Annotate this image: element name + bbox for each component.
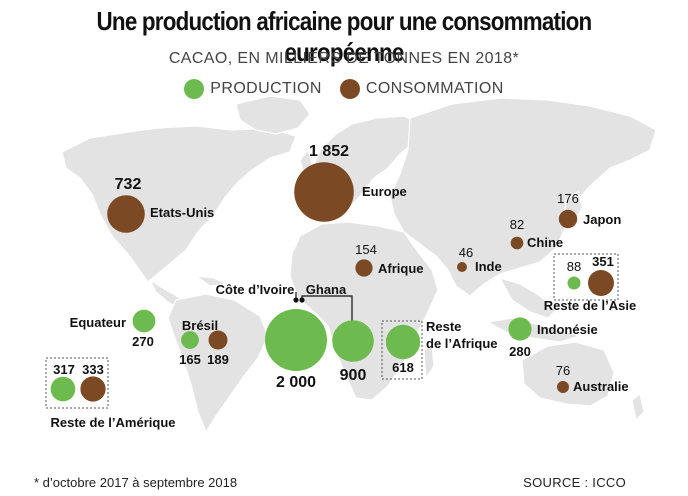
land-south-america <box>167 293 269 434</box>
region-label-japon: Japon <box>583 212 621 227</box>
bubble-consommation-reste-de-l-asie <box>588 270 614 296</box>
bubble-consommation-chine <box>510 236 524 250</box>
bubble-consommation-inde <box>457 262 467 272</box>
value-label-consommation-chine: 82 <box>510 217 524 232</box>
region-label-reste-de-l-afrique-2: de l’Afrique <box>426 336 498 351</box>
value-label-consommation-europe: 1 852 <box>309 143 349 160</box>
bubble-production-equateur <box>132 309 156 333</box>
legend-item-consommation: CONSOMMATION <box>339 79 504 99</box>
value-label-production-cote-d-ivoire: 2 000 <box>276 374 316 391</box>
bubble-consommation-australie <box>557 381 569 393</box>
region-label-cote-d-ivoire: Côte d’Ivoire <box>216 282 295 297</box>
value-label-consommation-australie: 76 <box>556 363 570 378</box>
bubble-production-bresil <box>181 331 199 349</box>
bubble-consommation-europe <box>294 162 354 222</box>
land-greenland <box>235 95 311 135</box>
region-label-equateur: Equateur <box>70 315 126 330</box>
land-madagascar <box>423 342 435 380</box>
region-label-etats-unis: Etats-Unis <box>150 205 214 220</box>
bubble-production-reste-de-l-afrique <box>385 324 421 360</box>
bubble-consommation-japon <box>558 209 578 229</box>
value-label-consommation-japon: 176 <box>557 191 579 206</box>
footnote: * d’octobre 2017 à septembre 2018 <box>34 475 238 490</box>
legend: PRODUCTION CONSOMMATION <box>0 79 688 99</box>
region-label-australie: Australie <box>573 379 629 394</box>
value-label-production-equateur: 270 <box>132 334 154 349</box>
value-label-consommation-etats-unis: 732 <box>115 176 142 193</box>
group-box-reste-asie <box>553 253 619 301</box>
legend-label-consommation: CONSOMMATION <box>365 80 504 97</box>
world-map-land <box>61 95 657 434</box>
region-label-europe: Europe <box>362 184 407 199</box>
chart-title: Une production africaine pour une consom… <box>96 6 593 67</box>
legend-label-production: PRODUCTION <box>210 80 322 97</box>
legend-swatch-production <box>184 79 205 99</box>
region-label-ghana: Ghana <box>306 282 347 297</box>
bubble-consommation-etats-unis <box>107 195 145 233</box>
group-box-reste-afrique <box>381 320 423 380</box>
value-label-production-reste-de-l-amerique: 317 <box>53 362 75 377</box>
legend-swatch-consommation <box>339 79 360 99</box>
value-label-production-bresil: 165 <box>179 352 201 367</box>
pointer-dot-cote-divoire <box>293 297 299 303</box>
bubble-consommation-afrique <box>355 259 373 277</box>
region-label-reste-de-l-afrique-1: Reste <box>426 319 461 334</box>
region-label-chine: Chine <box>527 235 563 250</box>
source-note: SOURCE : ICCO <box>523 475 626 490</box>
land-southeast-asia <box>498 277 557 319</box>
pointer-dot-ghana <box>299 297 305 303</box>
value-label-consommation-reste-de-l-amerique: 333 <box>82 362 104 377</box>
land-australia <box>521 341 615 407</box>
bubble-production-reste-de-l-asie <box>567 276 581 290</box>
value-label-consommation-reste-de-l-asie: 351 <box>592 254 614 269</box>
land-new-zealand <box>631 392 645 422</box>
value-label-production-indonesie: 280 <box>509 344 531 359</box>
region-label-inde: Inde <box>475 259 502 274</box>
value-label-consommation-afrique: 154 <box>355 242 377 257</box>
bubble-consommation-reste-de-l-amerique <box>80 376 106 402</box>
region-label-reste-de-l-asie: Reste de l’Asie <box>544 298 637 313</box>
value-label-production-reste-de-l-asie: 88 <box>567 259 581 274</box>
region-label-indonesie: Indonésie <box>537 322 598 337</box>
bubble-production-cote-d-ivoire <box>265 309 327 371</box>
land-uk <box>299 148 313 176</box>
value-label-production-ghana: 900 <box>340 367 367 384</box>
bubble-production-reste-de-l-amerique <box>50 376 76 402</box>
bubble-production-ghana <box>332 320 374 362</box>
chart-subtitle: CACAO, EN MILLIERS DE TONNES EN 2018* <box>168 50 520 67</box>
land-caribbean <box>193 275 229 287</box>
bubble-consommation-bresil <box>208 330 228 350</box>
legend-item-production: PRODUCTION <box>184 79 322 99</box>
value-label-consommation-inde: 46 <box>459 245 473 260</box>
region-label-afrique: Afrique <box>378 261 424 276</box>
value-label-production-reste-de-l-afrique: 618 <box>392 360 414 375</box>
land-asia <box>389 97 657 297</box>
value-label-consommation-bresil: 189 <box>207 352 229 367</box>
bubble-production-indonesie <box>508 317 532 341</box>
land-north-america <box>61 125 297 283</box>
region-label-bresil: Brésil <box>182 318 218 333</box>
region-label-reste-de-l-amerique: Reste de l’Amérique <box>51 415 176 430</box>
